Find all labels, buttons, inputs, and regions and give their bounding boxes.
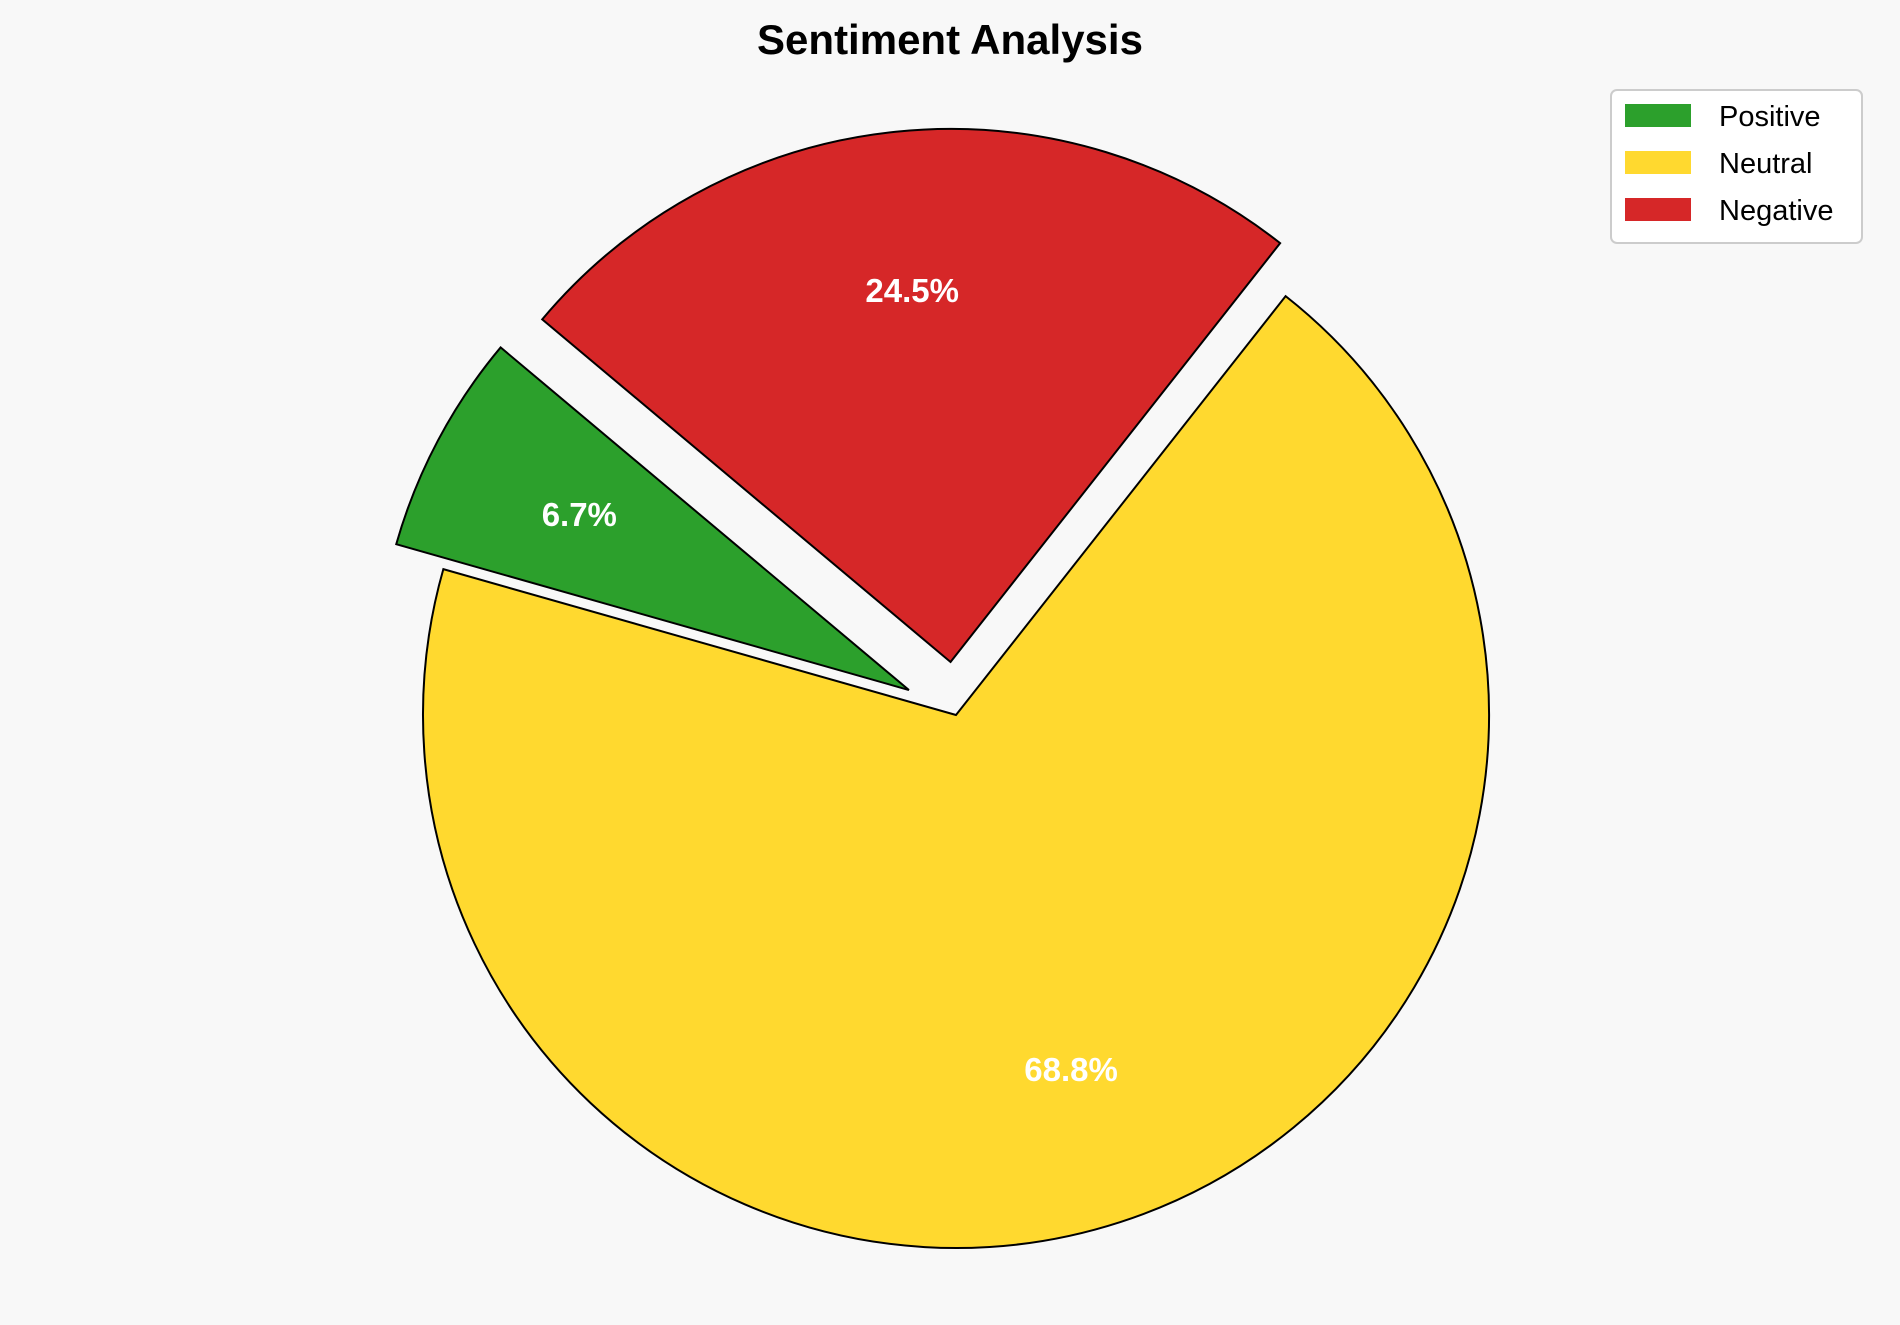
pie-slices: [395, 128, 1490, 1249]
legend-swatch-negative: [1625, 198, 1691, 221]
percent-label-neutral: 68.8%: [1024, 1051, 1118, 1088]
percent-label-negative: 24.5%: [865, 272, 959, 309]
chart-title: Sentiment Analysis: [757, 16, 1143, 63]
percent-label-positive: 6.7%: [542, 496, 617, 533]
legend-label-negative: Negative: [1719, 195, 1833, 227]
pie-slice-negative: [540, 128, 1282, 664]
pie-percent-labels: 6.7% 68.8% 24.5%: [542, 272, 1118, 1088]
legend-label-positive: Positive: [1719, 101, 1821, 133]
legend-label-neutral: Neutral: [1719, 148, 1813, 180]
legend-swatch-neutral: [1625, 151, 1691, 174]
legend-swatch-positive: [1625, 104, 1691, 127]
pie-slice-positive: [395, 346, 910, 691]
pie-slice-neutral: [422, 294, 1490, 1249]
legend: Positive Neutral Negative: [1610, 89, 1863, 244]
